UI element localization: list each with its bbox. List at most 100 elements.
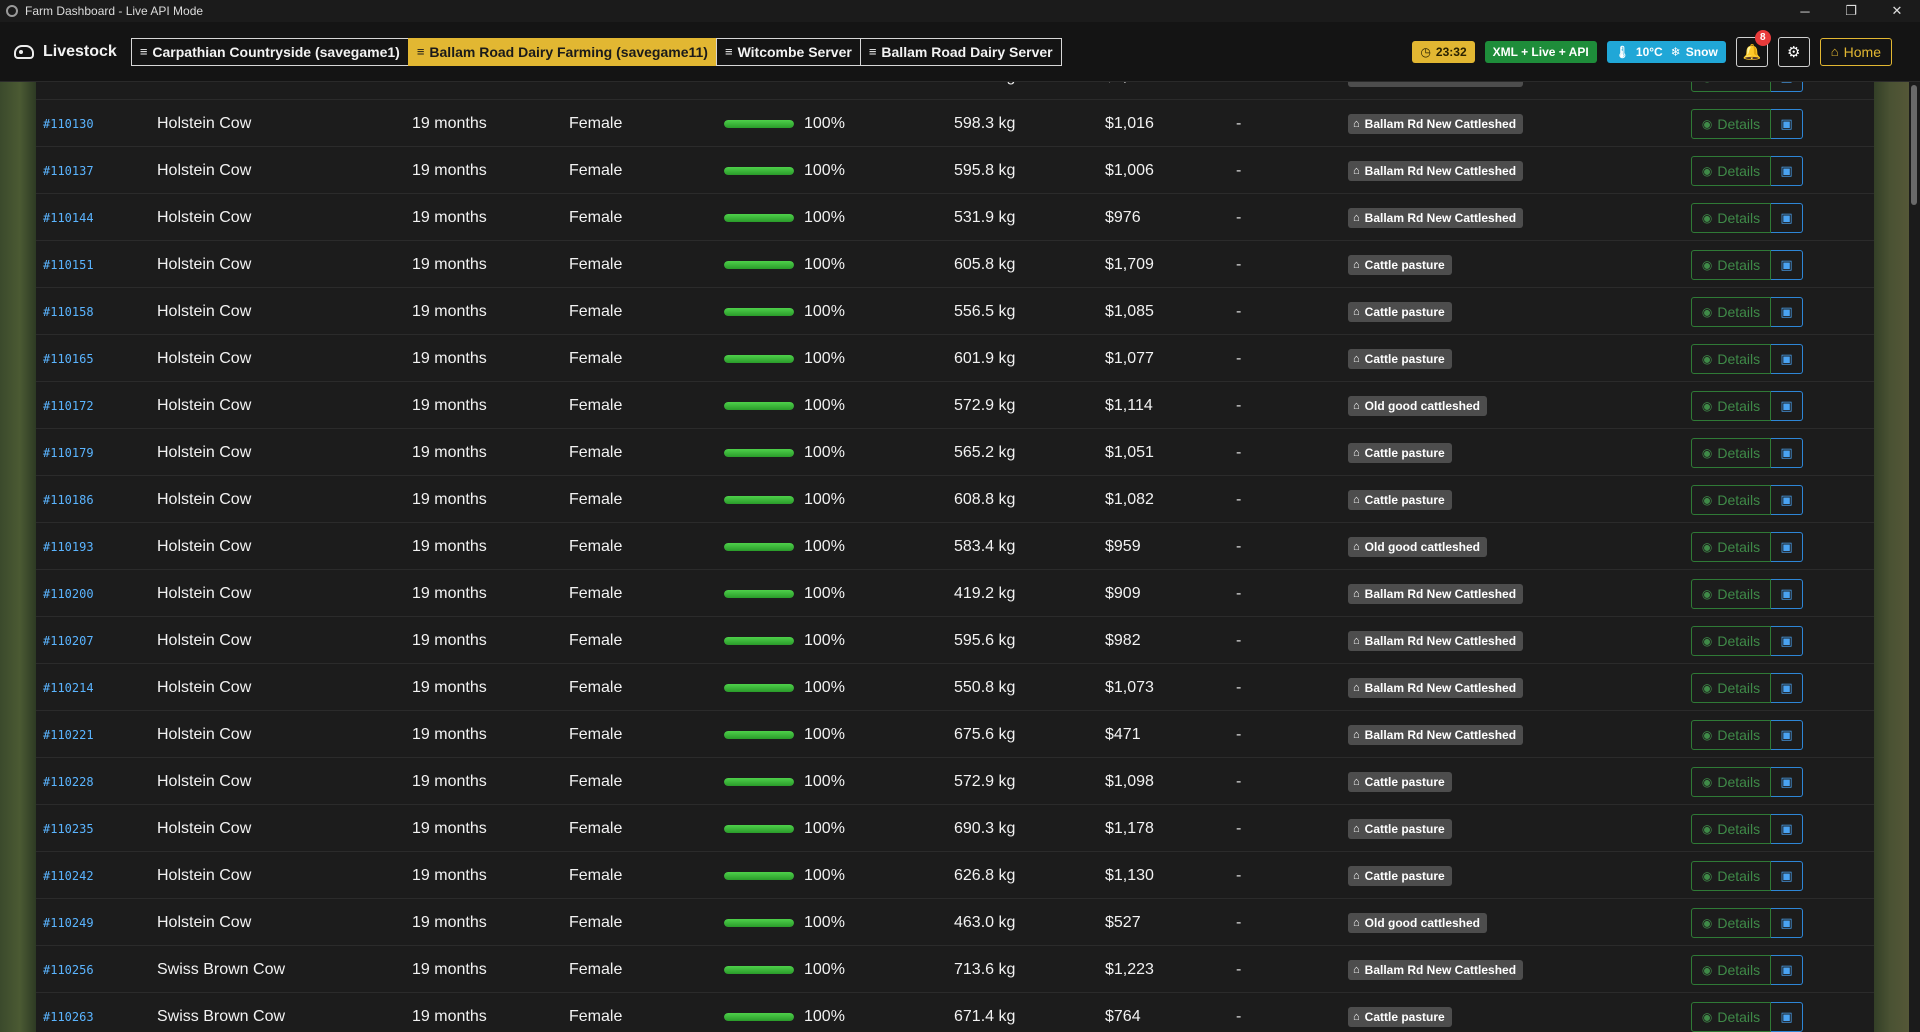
health-bar (724, 1012, 794, 1021)
animal-extra: - (1236, 537, 1242, 555)
animal-gender: Female (569, 396, 623, 414)
home-button[interactable]: ⌂ Home (1819, 37, 1892, 66)
document-button[interactable]: ▣ (1771, 249, 1803, 280)
document-button[interactable]: ▣ (1771, 719, 1803, 750)
details-button[interactable]: ◉ Details (1691, 907, 1771, 938)
document-button[interactable]: ▣ (1771, 813, 1803, 844)
savegame-tab-ballam-road-dairy[interactable]: ≡ Ballam Road Dairy Farming (savegame11) (407, 37, 717, 66)
details-button[interactable]: ◉ Details (1691, 82, 1771, 92)
document-button[interactable]: ▣ (1771, 484, 1803, 515)
document-button[interactable]: ▣ (1771, 390, 1803, 421)
animal-id[interactable]: #110137 (43, 163, 94, 178)
animal-type: Swiss Brown Cow (157, 1007, 286, 1025)
animal-value: $1,098 (1105, 772, 1154, 790)
animal-id[interactable]: #110256 (43, 962, 94, 977)
animal-id[interactable]: #110144 (43, 210, 94, 225)
notifications-button[interactable]: 🔔 8 (1735, 29, 1771, 67)
animal-id[interactable]: #110123 (43, 82, 94, 100)
animal-id[interactable]: #110200 (43, 586, 94, 601)
animal-gender: Female (569, 255, 623, 273)
animal-id[interactable]: #110249 (43, 915, 94, 930)
savegame-tab-witcombe-server[interactable]: ≡ Witcombe Server (715, 37, 861, 66)
animal-id[interactable]: #110130 (43, 116, 94, 131)
server-icon: ≡ (724, 44, 733, 59)
animal-type: Holstein Cow (157, 161, 252, 179)
settings-button[interactable]: ⚙ (1777, 36, 1810, 67)
animal-id[interactable]: #110263 (43, 1009, 94, 1024)
details-button[interactable]: ◉ Details (1691, 766, 1771, 797)
animal-id[interactable]: #110158 (43, 304, 94, 319)
location-label: Ballam Rd New Cattleshed (1365, 82, 1516, 84)
animal-id[interactable]: #110228 (43, 774, 94, 789)
health-cell: 100% (724, 664, 845, 711)
animal-id[interactable]: #110235 (43, 821, 94, 836)
row-actions: ◉ Details ▣ (1691, 382, 1803, 429)
close-button[interactable]: ✕ (1891, 3, 1903, 18)
building-icon: ⌂ (1353, 305, 1360, 318)
details-button[interactable]: ◉ Details (1691, 813, 1771, 844)
details-button[interactable]: ◉ Details (1691, 343, 1771, 374)
document-button[interactable]: ▣ (1771, 155, 1803, 186)
document-button[interactable]: ▣ (1771, 82, 1803, 92)
details-button[interactable]: ◉ Details (1691, 437, 1771, 468)
animal-gender: Female (569, 208, 623, 226)
document-button[interactable]: ▣ (1771, 108, 1803, 139)
document-button[interactable]: ▣ (1771, 860, 1803, 891)
document-icon: ▣ (1780, 256, 1793, 272)
animal-id[interactable]: #110172 (43, 398, 94, 413)
animal-id[interactable]: #110151 (43, 257, 94, 272)
details-button[interactable]: ◉ Details (1691, 672, 1771, 703)
restore-button[interactable]: ❐ (1845, 3, 1857, 18)
document-button[interactable]: ▣ (1771, 766, 1803, 797)
document-button[interactable]: ▣ (1771, 296, 1803, 327)
animal-id[interactable]: #110193 (43, 539, 94, 554)
document-button[interactable]: ▣ (1771, 625, 1803, 656)
savegame-tab-ballam-road-dairy-server[interactable]: ≡ Ballam Road Dairy Server (859, 37, 1062, 66)
document-button[interactable]: ▣ (1771, 437, 1803, 468)
document-button[interactable]: ▣ (1771, 202, 1803, 233)
details-button[interactable]: ◉ Details (1691, 719, 1771, 750)
details-button[interactable]: ◉ Details (1691, 108, 1771, 139)
animal-extra: - (1236, 208, 1242, 226)
health-cell: 100% (724, 429, 845, 476)
details-button[interactable]: ◉ Details (1691, 578, 1771, 609)
details-button[interactable]: ◉ Details (1691, 860, 1771, 891)
animal-id[interactable]: #110165 (43, 351, 94, 366)
details-button[interactable]: ◉ Details (1691, 484, 1771, 515)
health-cell: 100% (724, 82, 845, 100)
document-button[interactable]: ▣ (1771, 531, 1803, 562)
animal-id[interactable]: #110221 (43, 727, 94, 742)
health-bar (724, 401, 794, 410)
animal-value: $1,114 (1105, 396, 1153, 414)
table-row: #110137 Holstein Cow 19 months Female 100% 59… (36, 147, 1874, 194)
details-button[interactable]: ◉ Details (1691, 202, 1771, 233)
minimize-button[interactable]: ─ (1800, 3, 1810, 19)
animal-id[interactable]: #110186 (43, 492, 94, 507)
details-button[interactable]: ◉ Details (1691, 390, 1771, 421)
health-bar-fill (724, 307, 794, 316)
scrollbar[interactable] (1909, 82, 1920, 1032)
details-button[interactable]: ◉ Details (1691, 531, 1771, 562)
details-button[interactable]: ◉ Details (1691, 954, 1771, 985)
details-button[interactable]: ◉ Details (1691, 625, 1771, 656)
animal-id[interactable]: #110214 (43, 680, 94, 695)
brand[interactable]: Livestock (14, 43, 117, 61)
row-actions: ◉ Details ▣ (1691, 288, 1803, 335)
document-button[interactable]: ▣ (1771, 343, 1803, 374)
document-button[interactable]: ▣ (1771, 578, 1803, 609)
document-button[interactable]: ▣ (1771, 954, 1803, 985)
details-button[interactable]: ◉ Details (1691, 155, 1771, 186)
animal-id[interactable]: #110207 (43, 633, 94, 648)
document-button[interactable]: ▣ (1771, 907, 1803, 938)
animal-id[interactable]: #110242 (43, 868, 94, 883)
details-button[interactable]: ◉ Details (1691, 296, 1771, 327)
eye-icon: ◉ (1701, 962, 1713, 977)
document-button[interactable]: ▣ (1771, 1001, 1803, 1032)
document-button[interactable]: ▣ (1771, 672, 1803, 703)
animal-gender: Female (569, 819, 623, 837)
scrollbar-thumb[interactable] (1911, 85, 1917, 205)
details-button[interactable]: ◉ Details (1691, 1001, 1771, 1032)
details-button[interactable]: ◉ Details (1691, 249, 1771, 280)
savegame-tab-carpathian[interactable]: ≡ Carpathian Countryside (savegame1) (130, 37, 409, 66)
animal-id[interactable]: #110179 (43, 445, 94, 460)
